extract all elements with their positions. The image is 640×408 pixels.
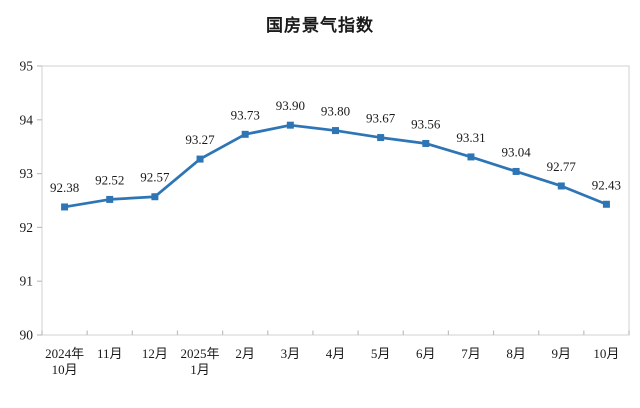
x-axis-tick-label: 10月: [52, 362, 78, 377]
y-axis-tick-label: 91: [20, 274, 34, 289]
x-axis-tick-label: 7月: [461, 346, 481, 361]
x-axis-tick-label: 4月: [326, 346, 346, 361]
data-point-label: 93.80: [321, 104, 350, 119]
x-axis-tick-label: 9月: [552, 346, 572, 361]
data-point-marker: [151, 193, 159, 201]
y-axis-tick-label: 93: [20, 166, 34, 181]
data-point-marker: [467, 153, 475, 161]
data-point-marker: [241, 130, 249, 138]
x-axis-tick-label: 11月: [97, 346, 123, 361]
x-axis-tick-label: 3月: [281, 346, 301, 361]
data-point-marker: [602, 200, 610, 208]
x-axis-tick-label: 8月: [506, 346, 526, 361]
data-point-label: 93.73: [231, 107, 260, 122]
x-axis-tick-label: 10月: [593, 346, 619, 361]
x-axis-tick-label: 2月: [235, 346, 255, 361]
data-point-label: 92.57: [140, 170, 170, 185]
y-axis-tick-label: 90: [20, 328, 34, 343]
data-point-label: 93.04: [501, 144, 531, 159]
y-axis-tick-label: 95: [20, 59, 34, 74]
x-axis-tick-label: 2024年: [45, 346, 84, 361]
data-point-label: 92.43: [592, 177, 621, 192]
data-point-marker: [557, 182, 565, 190]
x-axis-tick-label: 1月: [190, 362, 210, 377]
data-point-label: 92.77: [547, 159, 577, 174]
data-point-marker: [512, 167, 520, 175]
data-point-marker: [61, 203, 69, 211]
data-point-label: 93.27: [185, 132, 215, 147]
x-axis-tick-label: 2025年: [181, 346, 220, 361]
data-point-marker: [377, 134, 385, 142]
data-point-label: 93.56: [411, 116, 441, 131]
x-axis-tick-label: 12月: [142, 346, 168, 361]
x-axis-tick-label: 6月: [416, 346, 436, 361]
data-point-label: 92.52: [95, 172, 124, 187]
data-point-label: 93.90: [276, 98, 305, 113]
data-point-marker: [422, 139, 430, 147]
x-axis-tick-label: 5月: [371, 346, 391, 361]
chart-title: 国房景气指数: [266, 16, 374, 35]
data-point-marker: [106, 195, 114, 203]
series-line: [63, 123, 608, 209]
y-axis-tick-label: 94: [20, 112, 34, 127]
data-point-marker: [196, 155, 204, 163]
data-point-marker: [332, 127, 339, 135]
plot-area-border: [41, 65, 630, 336]
data-point-marker: [286, 121, 294, 129]
data-point-label: 93.67: [366, 111, 396, 126]
data-point-label: 93.31: [456, 130, 485, 145]
data-point-label: 92.38: [50, 180, 79, 195]
y-axis-tick-label: 92: [20, 220, 34, 235]
